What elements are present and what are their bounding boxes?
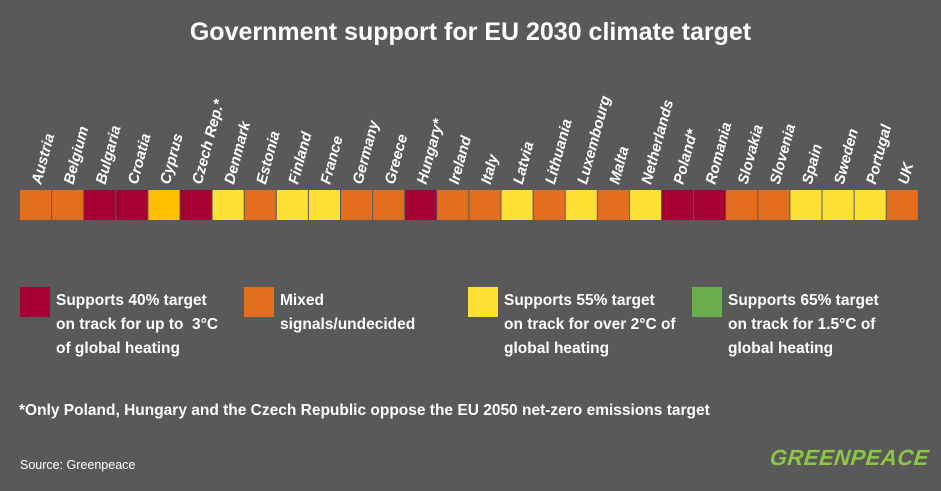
country-label: Poland* [670, 127, 701, 186]
source-note: Source: Greenpeace [20, 458, 136, 472]
greenpeace-logo: GREENPEACE [768, 445, 931, 470]
country-cell-austria [20, 190, 52, 220]
legend-swatch-mixed [244, 287, 274, 317]
country-label: Bulgaria [93, 124, 125, 186]
country-cell-slovakia [726, 190, 758, 220]
country-cell-belgium [52, 190, 84, 220]
legend-label-55: Supports 55% target on track for over 2°… [504, 292, 676, 357]
country-label: France [317, 134, 346, 186]
country-cell-latvia [501, 190, 533, 220]
country-label: Slovakia [735, 123, 767, 186]
country-cell-croatia [116, 190, 148, 220]
country-cell-netherlands [629, 190, 661, 220]
country-cell-italy [469, 190, 501, 220]
country-label: Austria [28, 132, 58, 187]
footnote: *Only Poland, Hungary and the Czech Repu… [19, 402, 710, 419]
country-cell-slovenia [758, 190, 790, 220]
country-label: Lithuania [542, 117, 576, 186]
country-label: Czech Rep.* [189, 97, 228, 186]
country-cell-uk [886, 190, 918, 220]
country-cell-estonia [244, 190, 276, 220]
country-cell-portugal [854, 190, 886, 220]
country-label: Cyprus [157, 132, 187, 186]
country-cell-spain [790, 190, 822, 220]
country-label: Greece [382, 132, 412, 186]
legend-label-65: Supports 65% target on track for 1.5°C o… [728, 292, 879, 357]
country-cell-greece [373, 190, 405, 220]
country-label: Spain [799, 142, 826, 186]
country-label: Portugal [863, 122, 895, 186]
country-label: Germany [350, 118, 383, 186]
country-strip: Austria Belgium Bulgaria Croatia Cyprus Czech… [20, 94, 918, 220]
country-label: Netherlands [638, 98, 677, 186]
country-cell-bulgaria [84, 190, 116, 220]
legend-swatch-55 [468, 287, 498, 317]
country-label: UK [895, 160, 917, 186]
country-label: Denmark [221, 119, 254, 186]
country-label: Italy [478, 152, 502, 186]
country-cell-denmark [212, 190, 244, 220]
country-label: Latvia [510, 140, 538, 186]
legend-swatch-65 [692, 287, 722, 317]
country-cell-malta [597, 190, 629, 220]
country-label: Croatia [125, 132, 155, 186]
country-cell-finland [276, 190, 308, 220]
country-label: Hungary* [414, 116, 448, 186]
country-label: Malta [606, 145, 632, 186]
country-cell-sweden [822, 190, 854, 220]
country-cell-germany [341, 190, 373, 220]
country-cell-romania [694, 190, 726, 220]
country-label: Slovenia [767, 122, 799, 186]
country-cell-hungary [405, 190, 437, 220]
chart-title: Government support for EU 2030 climate t… [189, 18, 752, 46]
legend-label-mixed: Mixed signals/undecided [280, 292, 416, 333]
country-cell-france [308, 190, 340, 220]
country-label: Sweden [831, 127, 862, 186]
country-label: Ireland [446, 133, 475, 186]
country-cell-ireland [437, 190, 469, 220]
country-label: Belgium [61, 124, 93, 186]
country-label: Finland [285, 129, 315, 186]
country-cell-luxembourg [565, 190, 597, 220]
legend-label-40: Supports 40% target on track for up to 3… [56, 292, 219, 357]
country-cell-poland [662, 190, 694, 220]
country-cell-lithuania [533, 190, 565, 220]
legend-swatch-40 [20, 287, 50, 317]
country-label: Estonia [253, 129, 283, 186]
country-cell-cyprus [148, 190, 180, 220]
country-cell-czech-rep [180, 190, 212, 220]
country-label: Romania [703, 120, 736, 186]
